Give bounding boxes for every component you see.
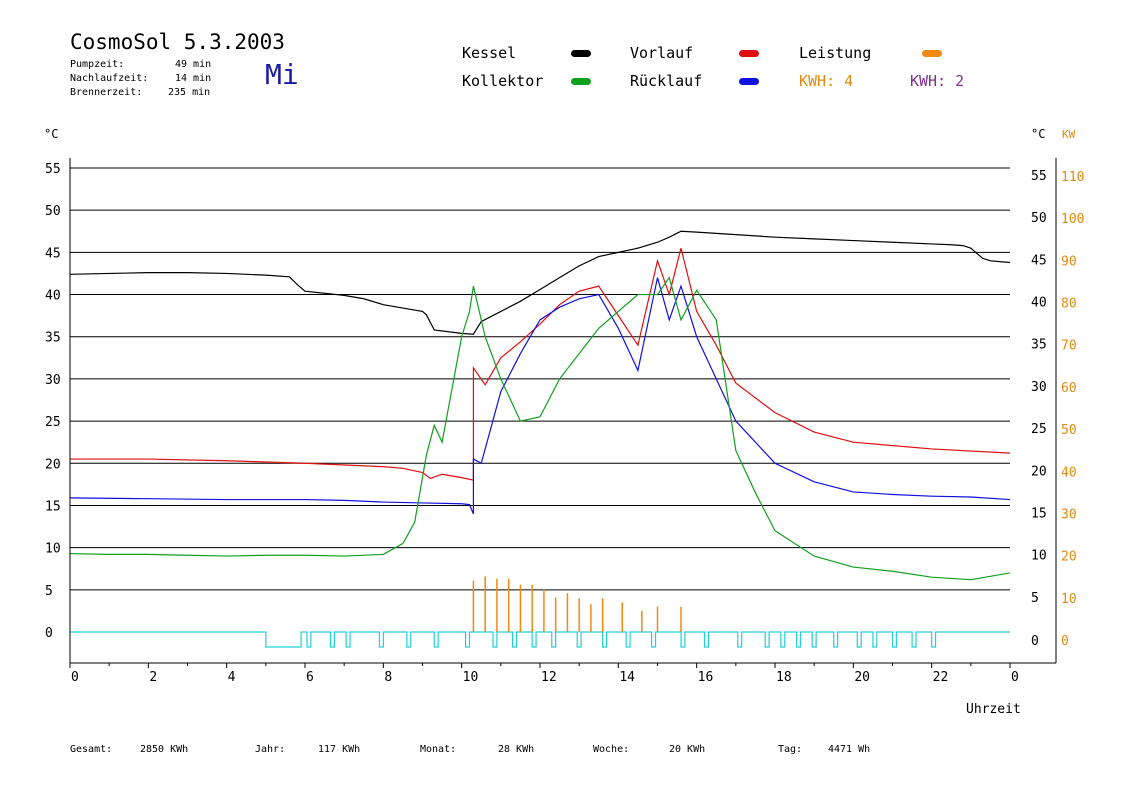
y-tick-right-25: 25 [1031,422,1047,437]
y-tick-left-20: 20 [45,457,61,472]
x-tick-2: 4 [228,670,236,685]
legend-kessel-label: Kessel [462,44,517,62]
series-vorlauf [70,247,1011,481]
y2-tick-50: 50 [1061,423,1077,438]
y2-tick-60: 60 [1061,381,1077,396]
right-axis-unit: °C [1031,127,1046,141]
y2-tick-20: 20 [1061,550,1077,565]
x-tick-3: 6 [306,670,314,685]
chart-series [69,230,1011,632]
legend-leistung-label: Leistung [799,44,872,62]
chart-title: CosmoSol 5.3.2003 [70,30,285,54]
stat-pumpzeit: Pumpzeit: 49 min [70,59,212,70]
y-tick-left-0: 0 [45,626,53,641]
stat-brennerzeit: Brennerzeit: 235 min [70,87,211,98]
x-tick-11: 22 [933,670,949,685]
y-tick-left-55: 55 [45,162,61,177]
y-tick-left-35: 35 [45,331,61,346]
y-tick-right-0: 0 [1031,634,1039,649]
y2-tick-10: 10 [1061,592,1077,607]
pump-status-trace [70,631,1010,648]
y-tick-left-25: 25 [45,415,61,430]
series-kollektor [69,276,1011,581]
y-tick-right-15: 15 [1031,506,1047,521]
y-tick-right-45: 45 [1031,253,1047,268]
legend-vorlauf-label: Vorlauf [630,44,694,62]
series-rcklauf [69,277,1011,515]
y-tick-right-40: 40 [1031,296,1047,311]
y2-tick-90: 90 [1061,254,1077,269]
y2-tick-80: 80 [1061,297,1077,312]
footer-gesamt: Gesamt: 2850 KWh [70,744,189,755]
y2-tick-110: 110 [1061,170,1084,185]
weekday-label: Mi [265,58,299,91]
legend-kwh-2: KWH: 2 [910,72,965,90]
legend-kessel-swatch [571,50,591,57]
x-tick-7: 14 [619,670,635,685]
y2-tick-40: 40 [1061,465,1077,480]
legend-ruecklauf-swatch [739,78,759,85]
footer-jahr: Jahr: 117 KWh [255,744,361,755]
pump-status-line [70,631,1010,648]
y2-tick-0: 0 [1061,634,1069,649]
legend-kollektor-swatch [571,78,591,85]
footer-woche: Woche: 20 KWh [593,744,706,755]
y-tick-right-30: 30 [1031,380,1047,395]
y-tick-right-10: 10 [1031,549,1047,564]
y-tick-left-15: 15 [45,499,61,514]
y-tick-right-35: 35 [1031,338,1047,353]
x-tick-10: 20 [854,670,870,685]
y-tick-right-5: 5 [1031,591,1039,606]
y-tick-left-5: 5 [45,584,53,599]
x-tick-4: 8 [384,670,392,685]
x-tick-6: 12 [541,670,557,685]
x-tick-0: 0 [71,670,79,685]
y-tick-right-55: 55 [1031,169,1047,184]
y-tick-left-10: 10 [45,542,61,557]
y-tick-right-50: 50 [1031,211,1047,226]
y-tick-left-50: 50 [45,204,61,219]
x-tick-12: 0 [1011,670,1019,685]
left-axis-unit: °C [44,127,59,141]
stat-nachlaufzeit: Nachlaufzeit: 14 min [70,73,212,84]
y-tick-right-20: 20 [1031,464,1047,479]
x-tick-5: 10 [463,670,479,685]
chart-axes [69,158,1057,668]
y-tick-left-45: 45 [45,246,61,261]
y2-tick-100: 100 [1061,212,1084,227]
x-tick-9: 18 [776,670,792,685]
legend-kollektor-label: Kollektor [462,72,544,90]
y-tick-left-40: 40 [45,289,61,304]
x-axis-label: Uhrzeit [966,702,1021,717]
y-tick-left-30: 30 [45,373,61,388]
footer-monat: Monat: 28 KWh [420,744,535,755]
legend-leistung-swatch [922,50,942,57]
y2-tick-30: 30 [1061,507,1077,522]
legend-kwh-1: KWH: 4 [799,72,854,90]
legend-vorlauf-swatch [739,50,759,57]
kw-axis-unit: KW [1062,128,1076,141]
x-tick-1: 2 [149,670,157,685]
x-tick-8: 16 [698,670,714,685]
chart-grid [70,167,1010,591]
series-kessel [69,230,1011,335]
legend-ruecklauf-label: Rücklauf [630,72,703,90]
y2-tick-70: 70 [1061,339,1077,354]
footer-tag: Tag: 4471 Wh [778,744,871,755]
